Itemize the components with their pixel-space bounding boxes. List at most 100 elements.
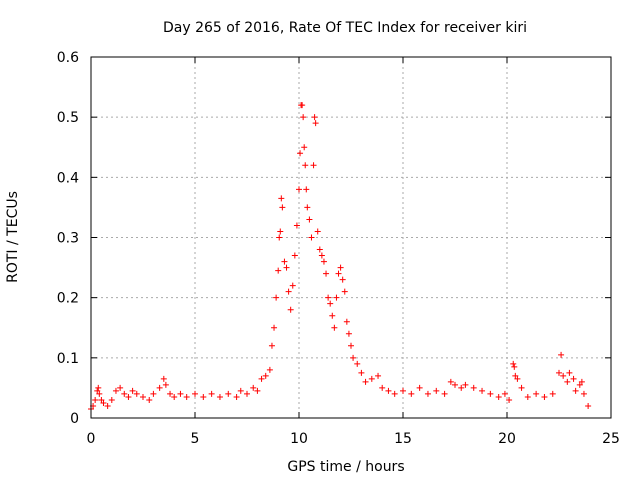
data-point [275,267,282,274]
data-point [447,378,454,385]
data-point [285,288,292,295]
data-point [572,387,579,394]
data-point [391,390,398,397]
data-point [433,387,440,394]
data-point [510,360,517,367]
data-point [541,393,548,400]
data-point [306,216,313,223]
data-point [133,390,140,397]
data-point [564,378,571,385]
data-point [297,150,304,157]
grid-lines [91,57,611,418]
data-point [385,387,392,394]
data-point [362,378,369,385]
data-point [570,375,577,382]
data-point [283,264,290,271]
data-point [291,252,298,259]
data-point [518,384,525,391]
data-point [277,228,284,235]
data-point [337,264,344,271]
data-point [354,360,361,367]
data-point [400,387,406,394]
data-point [167,390,174,397]
data-point [150,390,157,397]
data-point [524,393,531,400]
x-tick-label: 25 [602,431,620,447]
data-point [452,381,458,388]
data-point [506,396,513,403]
data-point [268,342,275,349]
data-point [146,396,153,403]
y-tick-label: 0.1 [57,351,79,367]
data-point [341,288,348,295]
data-point [237,387,244,394]
data-point [345,330,352,337]
data-point [100,399,107,406]
data-point [408,390,415,397]
data-point [271,324,278,331]
data-point [329,312,336,319]
data-point [216,393,223,400]
data-point [343,318,350,325]
data-point [310,162,317,169]
data-point [301,144,308,151]
data-point [533,390,540,397]
y-axis-label: ROTI / TECUs [5,191,21,283]
data-point [325,294,332,301]
y-tick-label: 0 [70,411,79,427]
data-point [125,393,132,400]
y-tick-label: 0.4 [57,170,79,186]
data-point [416,384,423,391]
data-point [375,372,382,379]
data-point [162,381,169,388]
data-point [200,393,207,400]
data-point [549,390,556,397]
data-point [233,393,240,400]
data-point [160,375,167,382]
x-tick-label: 20 [498,431,516,447]
data-point [177,390,184,397]
data-point [300,114,307,121]
data-point [368,375,375,382]
data-point [244,390,250,397]
data-point [262,372,269,379]
data-point [129,387,136,394]
data-point [192,390,198,397]
data-point [171,393,178,400]
axis-ticks: 0 5 10 15 20 25 0 0.1 0.2 0.3 0.4 0.5 0.6 [57,50,620,447]
data-point [281,258,288,265]
data-point [495,393,502,400]
data-point [462,381,469,388]
data-point [276,234,283,241]
data-point [303,186,310,193]
y-tick-label: 0.3 [57,231,79,247]
data-points [88,102,592,412]
plot-area-border [90,56,612,419]
data-point [501,390,508,397]
data-point [278,195,285,202]
data-point [273,294,280,301]
chart-title: Day 265 of 2016, Rate Of TEC Index for r… [163,20,527,36]
data-point [511,363,518,370]
data-point [296,186,302,193]
data-point [470,384,477,391]
data-point [441,390,448,397]
data-point [314,228,321,235]
data-point [350,354,357,361]
x-axis-label: GPS time / hours [287,459,404,475]
data-point [566,369,573,376]
data-point [289,282,296,289]
data-point [558,351,565,358]
data-point [379,384,386,391]
data-point [585,402,592,409]
data-point [94,387,101,394]
data-point [311,114,318,121]
data-point [320,258,327,265]
data-point [323,270,330,277]
data-point [208,390,215,397]
data-point [312,120,319,127]
x-tick-label: 15 [394,431,412,447]
data-point [302,162,309,169]
